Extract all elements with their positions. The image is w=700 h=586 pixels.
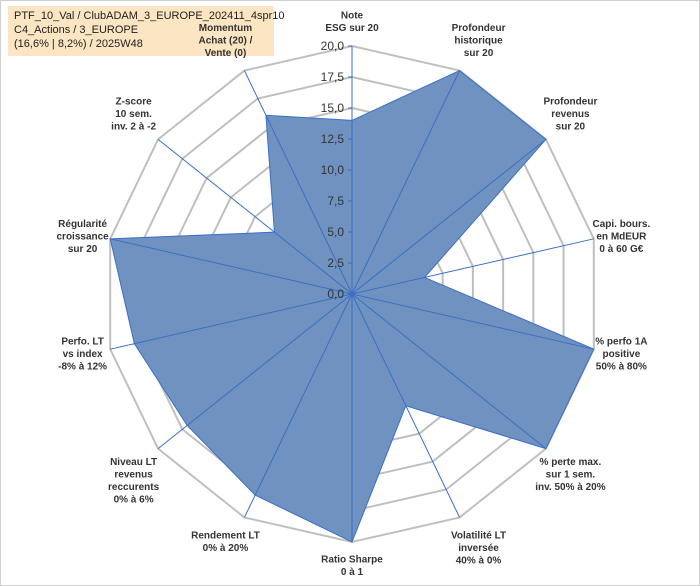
header-line-3: (16,6% | 8,2%) / 2025W48 xyxy=(14,38,143,50)
chart-header: PTF_10_Val / ClubADAM_3_EUROPE_202411_4s… xyxy=(8,6,285,56)
axis-label-line: Perfo. LT xyxy=(61,336,104,347)
axis-label: Z-score 10 sem.inv. 2 à -2 xyxy=(111,96,156,132)
axis-label-line: reccurents xyxy=(108,482,160,493)
axis-label-line: Achat (20) / xyxy=(199,36,253,47)
axis-label-line: 0% à 20% xyxy=(203,543,249,554)
axis-label: Rendement LT 0% à 20% xyxy=(191,530,260,554)
axis-label-line: Ratio Sharpe xyxy=(321,555,383,566)
header-line-2: C4_Actions / 3_EUROPE xyxy=(14,24,139,36)
axis-label-line: Momentum xyxy=(199,23,252,34)
axis-label-line: % perte max. xyxy=(540,457,602,468)
radar-spokes xyxy=(110,45,594,542)
tick-label: 20,0 xyxy=(321,39,345,53)
axis-label-line: croissance xyxy=(56,232,109,243)
radar-tick-labels: 0,0 2,5 5,0 7,5 10,0 12,5 15,0 17,5 20,0 xyxy=(321,39,345,301)
tick-label: 7,5 xyxy=(327,194,344,208)
tick-label: 12,5 xyxy=(321,132,345,146)
axis-label-line: 0 à 60 G€ xyxy=(599,244,643,255)
axis-label-line: Régularité xyxy=(58,219,107,230)
axis-spoke xyxy=(351,70,461,295)
tick-label: 17,5 xyxy=(321,70,345,84)
axis-label-line: 0% à 6% xyxy=(114,495,154,506)
axis-label-line: Niveau LT xyxy=(110,457,157,468)
axis-label-line: historique xyxy=(454,36,503,47)
axis-label-line: inv. 2 à -2 xyxy=(111,121,156,132)
axis-spoke xyxy=(351,293,461,518)
axis-label-line: ESG sur 20 xyxy=(325,23,379,34)
axis-label-line: vs index xyxy=(63,349,103,360)
axis-label-line: Note xyxy=(341,11,364,22)
axis-label-line: en MdEUR xyxy=(596,232,647,243)
axis-spoke xyxy=(157,293,353,450)
axis-label-line: revenus xyxy=(551,109,590,120)
axis-label: Momentum Achat (20) /Vente (0) xyxy=(199,23,253,59)
axis-label-line: Rendement LT xyxy=(191,530,260,541)
axis-label-line: 10 sem. xyxy=(115,109,152,120)
axis-spoke xyxy=(243,293,353,518)
header-line-1: PTF_10_Val / ClubADAM_3_EUROPE_202411_4s… xyxy=(14,10,285,22)
axis-spoke xyxy=(157,138,353,295)
axis-spoke xyxy=(351,293,594,350)
axis-label-line: Capi. bours. xyxy=(592,219,650,230)
tick-label: 5,0 xyxy=(327,225,344,239)
axis-label: % perte max. sur 1 sem.inv. 50% à 20% xyxy=(535,457,606,493)
axis-label-line: sur 20 xyxy=(464,48,494,59)
axis-spoke xyxy=(110,238,353,295)
axis-label-line: sur 20 xyxy=(68,244,98,255)
axis-label-line: Vente (0) xyxy=(205,48,247,59)
tick-label: 2,5 xyxy=(327,256,344,270)
axis-label-line: Z-score xyxy=(116,96,153,107)
axis-spoke xyxy=(351,293,547,450)
axis-label-line: Volatilité LT xyxy=(451,530,506,541)
axis-label-line: positive xyxy=(602,349,640,360)
axis-spoke xyxy=(243,70,353,295)
axis-label-line: -8% à 12% xyxy=(58,361,107,372)
axis-spoke xyxy=(351,138,547,295)
axis-label-line: revenus xyxy=(114,470,153,481)
axis-label-line: sur 1 sem. xyxy=(546,470,596,481)
tick-label: 0,0 xyxy=(327,287,344,301)
axis-label-line: 40% à 0% xyxy=(456,555,502,566)
axis-label-line: inversée xyxy=(458,543,499,554)
axis-label: Perfo. LT vs index-8% à 12% xyxy=(58,336,107,372)
tick-label: 15,0 xyxy=(321,101,345,115)
axis-label-line: 50% à 80% xyxy=(596,361,647,372)
axis-label-line: Profondeur xyxy=(452,23,506,34)
axis-spoke xyxy=(351,238,594,295)
axis-spoke xyxy=(110,293,353,350)
axis-label-line: sur 20 xyxy=(556,121,586,132)
axis-label-line: 0 à 1 xyxy=(341,567,364,578)
tick-label: 10,0 xyxy=(321,163,345,177)
axis-label-line: % perfo 1A xyxy=(595,336,647,347)
axis-label-line: inv. 50% à 20% xyxy=(535,482,606,493)
axis-label-line: Profondeur xyxy=(543,96,597,107)
